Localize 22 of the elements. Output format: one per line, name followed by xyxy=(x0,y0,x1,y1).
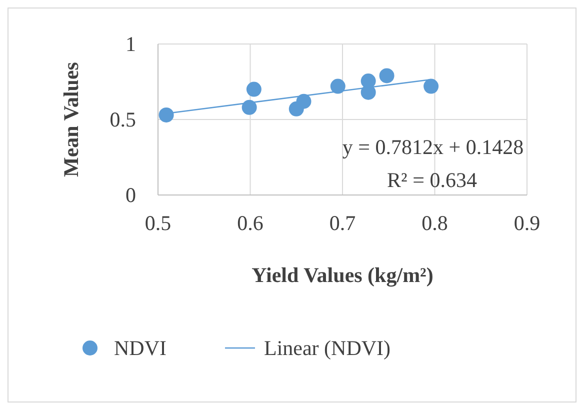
legend-label: Linear (NDVI) xyxy=(264,336,391,360)
point xyxy=(330,78,346,94)
x-tick-label: 0.8 xyxy=(422,211,448,235)
x-axis-title: Yield Values (kg/m²) xyxy=(252,263,434,287)
x-tick-label: 0.7 xyxy=(329,211,356,235)
y-tick-label: 1 xyxy=(126,32,136,56)
y-tick-label: 0.5 xyxy=(110,108,136,132)
point xyxy=(296,94,312,109)
point xyxy=(242,100,257,115)
point xyxy=(424,78,439,94)
legend-label: NDVI xyxy=(114,336,166,360)
point xyxy=(379,68,394,84)
annotation: R² = 0.634 xyxy=(387,168,478,192)
x-tick-label: 0.6 xyxy=(237,211,264,235)
annotation: y = 0.7812x + 0.1428 xyxy=(342,135,524,159)
y-tick-label: 0 xyxy=(126,183,136,207)
x-tick-label: 0.9 xyxy=(514,211,540,235)
point xyxy=(246,82,262,97)
y-axis-title: Mean Values xyxy=(59,62,83,177)
point xyxy=(360,84,376,100)
x-tick-label: 0.5 xyxy=(144,211,172,235)
point xyxy=(158,107,174,122)
